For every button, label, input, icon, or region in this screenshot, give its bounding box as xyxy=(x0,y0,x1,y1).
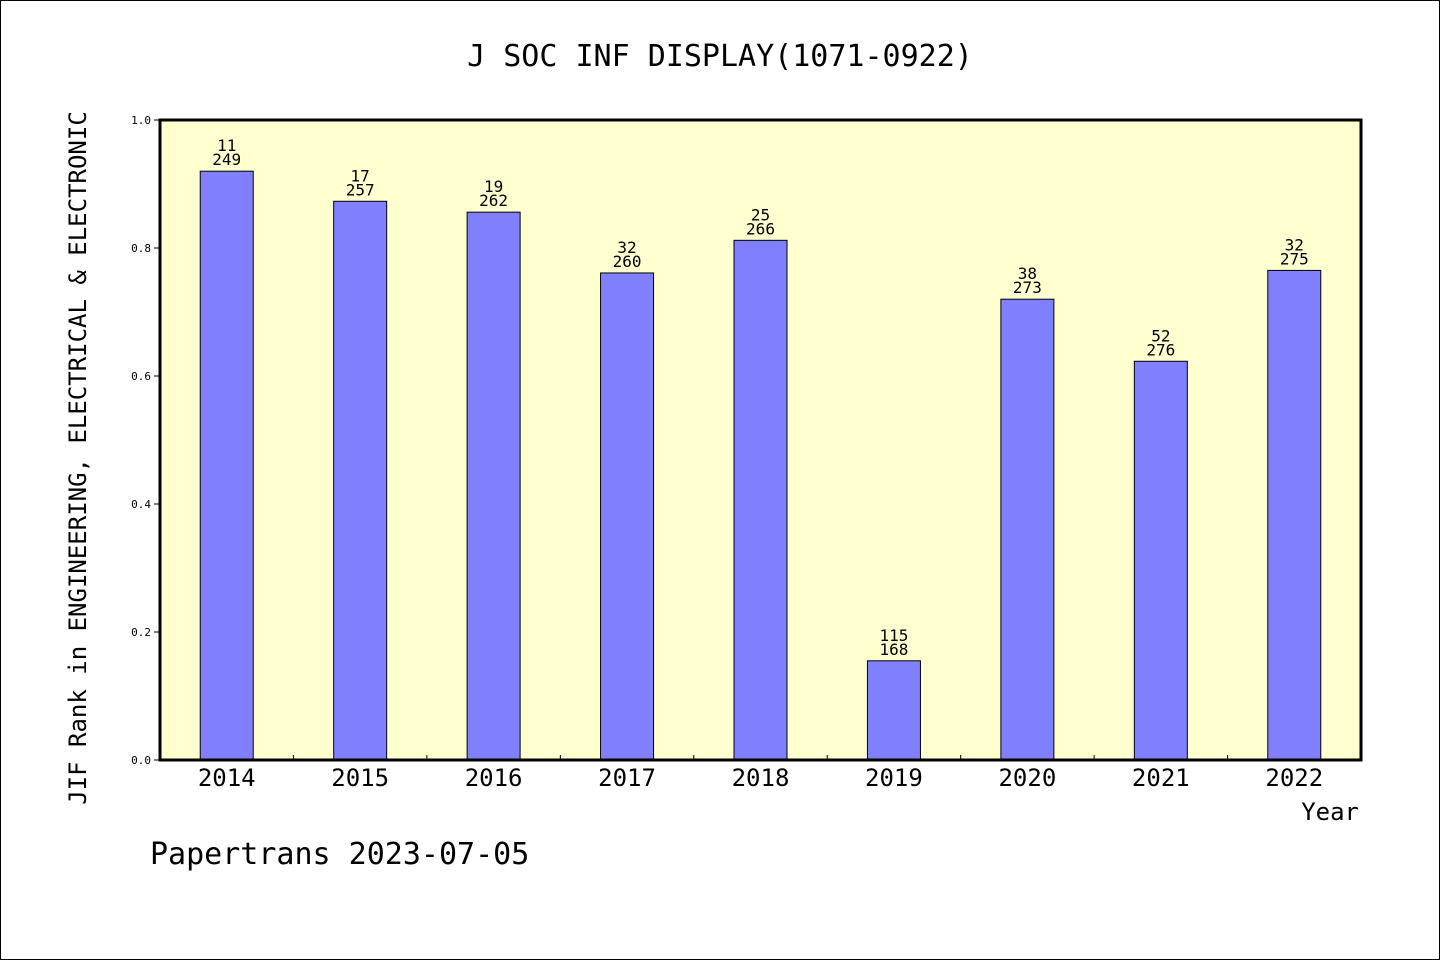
y-tick-label: 0.6 xyxy=(131,370,151,383)
x-tick-label: 2015 xyxy=(331,764,389,792)
x-tick-label: 2020 xyxy=(998,764,1056,792)
x-tick-label: 2021 xyxy=(1132,764,1190,792)
x-tick-label: 2022 xyxy=(1265,764,1323,792)
x-tick-label: 2016 xyxy=(465,764,523,792)
x-tick-label: 2014 xyxy=(198,764,256,792)
x-axis-label: Year xyxy=(1301,798,1359,826)
y-tick-label: 0.4 xyxy=(131,498,151,511)
x-tick-label: 2019 xyxy=(865,764,923,792)
bar-2016 xyxy=(466,211,521,761)
bar-2014 xyxy=(199,170,254,761)
bar-rank-label: 32 xyxy=(617,238,636,257)
x-tick-label: 2017 xyxy=(598,764,656,792)
bar-rank-label: 19 xyxy=(484,177,503,196)
bar-rank-label: 11 xyxy=(217,136,236,155)
bar-2019 xyxy=(866,660,921,761)
y-tick-label: 0.2 xyxy=(131,626,151,639)
y-tick-label: 1.0 xyxy=(131,114,151,127)
bar-total-label: 273 xyxy=(1013,278,1042,297)
bar-2017 xyxy=(600,272,655,761)
x-axis: 2014 2015 2016 2017 2018 2019 2020 2021 2022 xyxy=(198,755,1323,792)
bar-total-label: 275 xyxy=(1280,249,1309,268)
bar-total-label: 276 xyxy=(1146,340,1175,359)
bar-rank-label: 52 xyxy=(1151,326,1170,345)
y-tick-label: 0.0 xyxy=(131,754,151,767)
y-axis-label: JIF Rank in ENGINEERING, ELECTRICAL & EL… xyxy=(64,111,92,805)
bar-2021 xyxy=(1133,360,1188,761)
bar-total-label: 260 xyxy=(613,252,642,271)
bars-group xyxy=(199,170,1322,761)
bar-total-label: 168 xyxy=(879,640,908,659)
y-tick-label: 0.8 xyxy=(131,242,151,255)
footer-credit: Papertrans 2023-07-05 xyxy=(150,837,529,872)
x-tick-label: 2018 xyxy=(732,764,790,792)
bar-2015 xyxy=(333,200,388,761)
bar-total-label: 257 xyxy=(346,180,375,199)
bar-rank-label: 25 xyxy=(751,205,770,224)
bar-2018 xyxy=(733,239,788,761)
bar-rank-label: 115 xyxy=(879,626,908,645)
bar-total-label: 249 xyxy=(212,150,241,169)
bar-rank-label: 17 xyxy=(351,166,370,185)
bar-2022 xyxy=(1267,269,1322,761)
plot-border xyxy=(158,118,1363,762)
y-axis: 0.0 0.2 0.4 0.6 0.8 1.0 xyxy=(131,114,160,767)
bar-rank-label: 32 xyxy=(1285,235,1304,254)
bar-total-label: 262 xyxy=(479,191,508,210)
chart-title: J SOC INF DISPLAY(1071-0922) xyxy=(467,39,973,74)
bar-rank-label: 38 xyxy=(1018,264,1037,283)
bar-total-label: 266 xyxy=(746,219,775,238)
bar-2020 xyxy=(1000,298,1055,761)
